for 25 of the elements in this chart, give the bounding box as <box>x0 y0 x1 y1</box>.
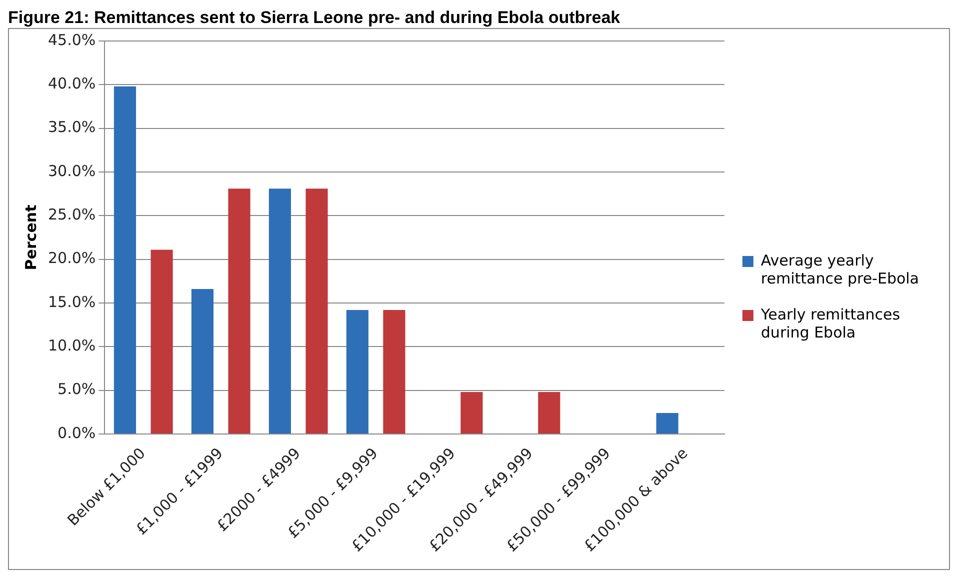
bar <box>656 413 678 434</box>
y-tick-label: 0.0% <box>58 424 96 442</box>
y-tick-label: 20.0% <box>48 249 96 268</box>
legend-label: Yearly remittances during Ebola <box>760 305 900 342</box>
bar <box>346 310 368 434</box>
y-tick-label: 15.0% <box>48 292 96 311</box>
chart-title: Figure 21: Remittances sent to Sierra Leone pre- and during Ebola outbreak <box>8 8 622 28</box>
y-tick-label: 40.0% <box>48 74 96 93</box>
bar <box>538 392 560 434</box>
bar <box>268 188 291 434</box>
legend-label: Average yearly remittance pre-Ebola <box>760 251 920 288</box>
bar <box>306 188 328 434</box>
bar <box>460 392 483 434</box>
bar <box>383 310 406 434</box>
y-tick-label: 35.0% <box>48 118 96 136</box>
y-tick-label: 45.0% <box>48 30 96 49</box>
y-tick-label: 25.0% <box>48 206 96 224</box>
bar <box>150 250 173 434</box>
y-tick-label: 5.0% <box>58 380 96 398</box>
bar <box>114 86 136 434</box>
y-axis-title: Percent <box>22 204 40 270</box>
y-tick-label: 30.0% <box>48 162 96 180</box>
bar <box>228 188 250 434</box>
y-tick-label: 10.0% <box>48 336 96 355</box>
bar <box>191 289 214 434</box>
